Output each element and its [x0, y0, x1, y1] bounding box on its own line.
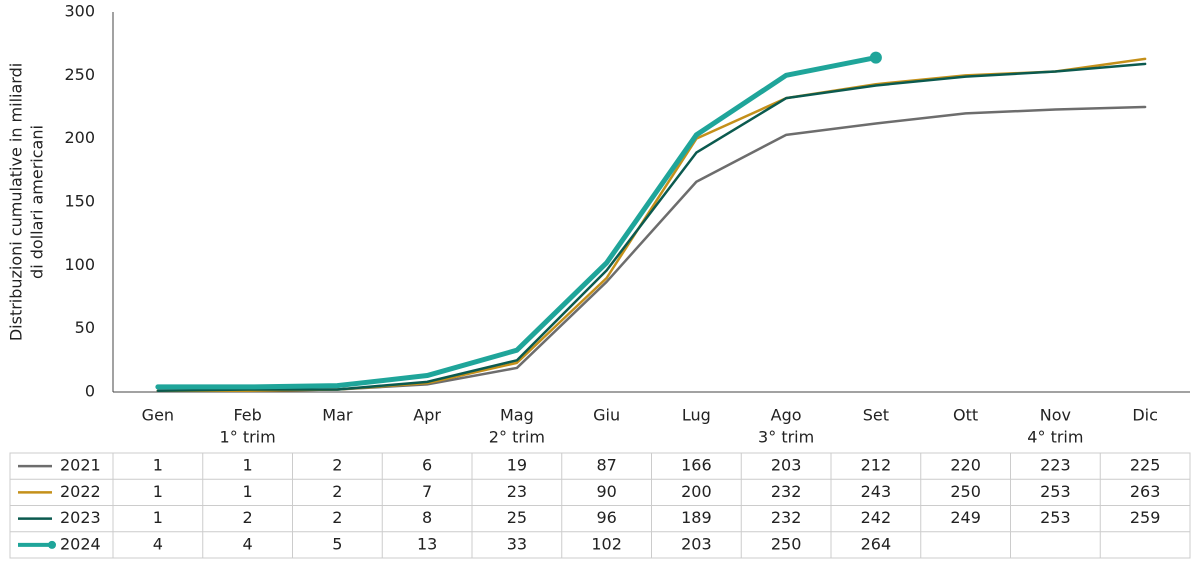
x-tick-label: Nov [1040, 406, 1071, 425]
quarter-label: 1° trim [220, 428, 276, 447]
legend-label: 2023 [60, 508, 101, 527]
table-cell: 1 [243, 482, 253, 501]
table-cell: 242 [861, 508, 892, 527]
x-tick-label: Gen [142, 406, 174, 425]
x-tick-label: Giu [593, 406, 620, 425]
table-cell: 232 [771, 482, 802, 501]
table-cell: 19 [507, 456, 527, 475]
table-cell: 250 [950, 482, 981, 501]
y-tick-label: 100 [64, 255, 95, 274]
table-cell: 6 [422, 456, 432, 475]
table-cell: 249 [950, 508, 981, 527]
y-tick-label: 50 [75, 318, 95, 337]
table-cell: 250 [771, 534, 802, 553]
table-cell: 4 [153, 534, 163, 553]
line-series [155, 55, 879, 390]
table-cell: 2 [332, 482, 342, 501]
line-series [156, 105, 1147, 392]
table-cell: 225 [1130, 456, 1161, 475]
table-cell: 243 [861, 482, 892, 501]
table-cell: 102 [591, 534, 622, 553]
table-cell: 5 [332, 534, 342, 553]
y-tick-label: 250 [64, 65, 95, 84]
y-axis-title: Distribuzioni cumulative in miliardi [7, 63, 26, 341]
table-cell: 200 [681, 482, 712, 501]
table-cell: 1 [153, 456, 163, 475]
table-cell: 259 [1130, 508, 1161, 527]
table-cell: 166 [681, 456, 712, 475]
line-series [156, 62, 1147, 392]
x-tick-label: Ago [771, 406, 802, 425]
end-marker [869, 51, 882, 64]
legend-label: 2022 [60, 482, 101, 501]
x-tick-label: Set [863, 406, 889, 425]
legend-swatch-marker [48, 540, 56, 549]
legend-label: 2021 [60, 456, 101, 475]
x-tick-label: Dic [1132, 406, 1158, 425]
y-axis-title: di dollari americani [28, 125, 47, 279]
table-cell: 253 [1040, 482, 1071, 501]
table-cell: 223 [1040, 456, 1071, 475]
table-cell: 203 [681, 534, 712, 553]
table-cell: 8 [422, 508, 432, 527]
table-cell: 7 [422, 482, 432, 501]
table-cell: 1 [243, 456, 253, 475]
quarter-label: 2° trim [489, 428, 545, 447]
y-tick-label: 150 [64, 192, 95, 211]
table-cell: 13 [417, 534, 437, 553]
table-cell: 33 [507, 534, 527, 553]
x-tick-label: Lug [682, 406, 711, 425]
table-cell: 2 [332, 456, 342, 475]
x-tick-label: Apr [413, 406, 441, 425]
table-cell: 203 [771, 456, 802, 475]
x-tick-label: Mag [500, 406, 534, 425]
table-cell: 263 [1130, 482, 1161, 501]
table-cell: 2 [332, 508, 342, 527]
y-tick-label: 200 [64, 128, 95, 147]
table-cell: 1 [153, 482, 163, 501]
y-tick-label: 300 [64, 2, 95, 21]
x-tick-label: Mar [322, 406, 353, 425]
line-series [156, 57, 1147, 392]
table-cell: 220 [950, 456, 981, 475]
x-tick-label: Ott [953, 406, 978, 425]
quarter-label: 3° trim [758, 428, 814, 447]
table-cell: 264 [861, 534, 892, 553]
table-cell: 90 [596, 482, 616, 501]
table-cell: 212 [861, 456, 892, 475]
quarter-label: 4° trim [1027, 428, 1083, 447]
table-cell: 232 [771, 508, 802, 527]
table-cell: 23 [507, 482, 527, 501]
y-tick-label: 0 [85, 382, 95, 401]
table-cell: 96 [596, 508, 616, 527]
table-cell: 253 [1040, 508, 1071, 527]
table-cell: 87 [596, 456, 616, 475]
table-cell: 189 [681, 508, 712, 527]
table-cell: 1 [153, 508, 163, 527]
table-cell: 25 [507, 508, 527, 527]
table-cell: 2 [243, 508, 253, 527]
legend-label: 2024 [60, 534, 101, 553]
table-cell: 4 [243, 534, 253, 553]
x-tick-label: Feb [233, 406, 261, 425]
